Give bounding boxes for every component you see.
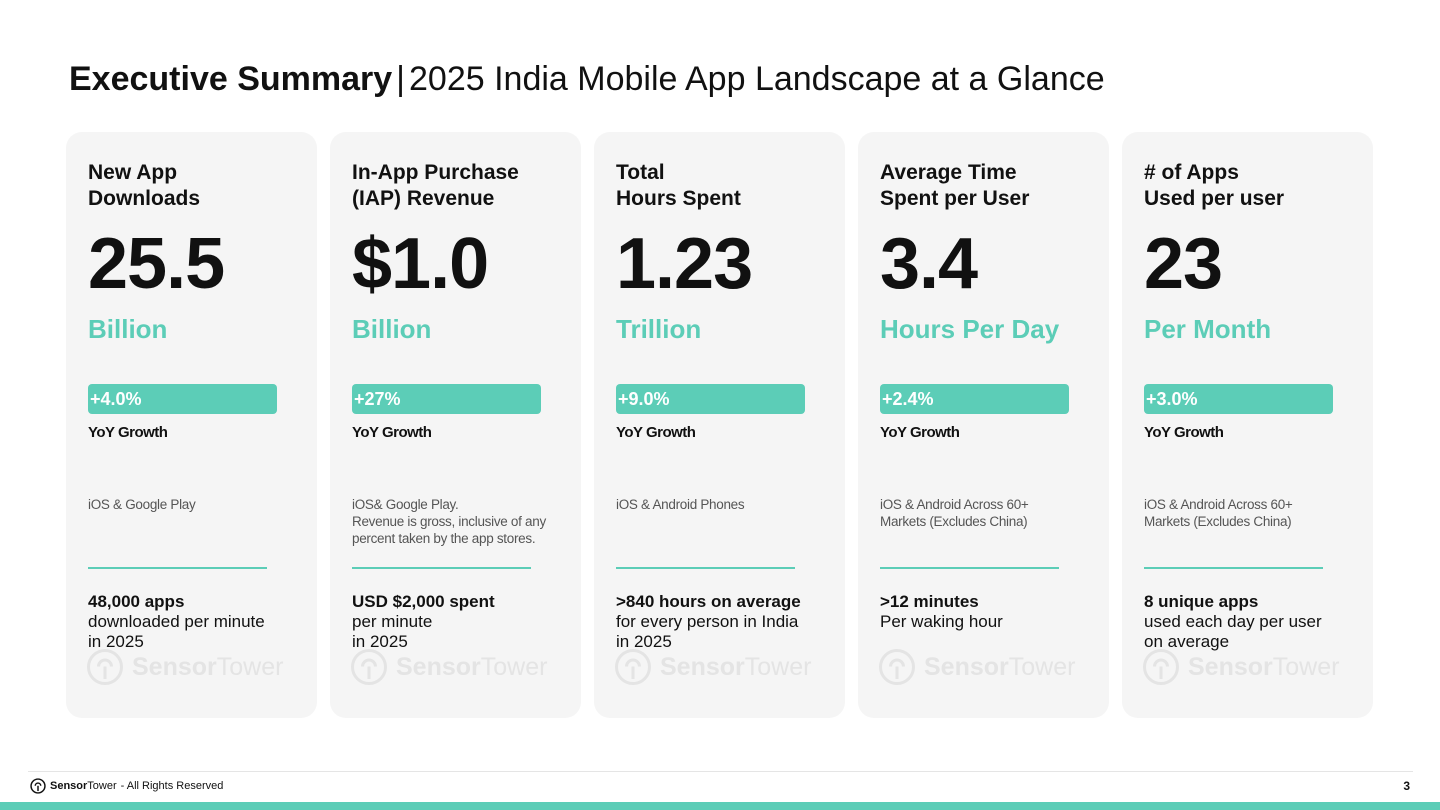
- sensor-tower-logo-icon: [30, 778, 46, 794]
- fact-detail: downloaded per minute in 2025: [88, 612, 265, 651]
- kpi-value: 3.4: [880, 224, 978, 304]
- title-separator: |: [396, 60, 406, 98]
- fact-text: >840 hours on average for every person i…: [616, 592, 831, 652]
- kpi-unit: Trillion: [616, 314, 702, 344]
- growth-label: YoY Growth: [352, 424, 432, 441]
- kpi-card-content: Average Time Spent per User 3.4 Hours Pe…: [880, 160, 1095, 631]
- kpi-value: 25.5: [88, 224, 225, 304]
- fact-highlight: 8 unique apps: [1144, 592, 1259, 611]
- divider: [88, 567, 267, 569]
- bottom-accent-bar: [0, 802, 1440, 810]
- footer: SensorTower - All Rights Reserved: [30, 778, 223, 794]
- footer-brand-bold: Sensor: [50, 780, 88, 792]
- watermark-brand-regular: Tower: [480, 652, 548, 681]
- kpi-value: $1.0: [352, 224, 489, 304]
- fact-detail: used each day per user on average: [1144, 612, 1322, 651]
- kpi-card-title: Average Time Spent per User: [880, 161, 1030, 210]
- fact-highlight: 48,000 apps: [88, 592, 185, 611]
- fact-detail: for every person in India in 2025: [616, 612, 799, 651]
- footer-divider: [28, 771, 1413, 772]
- growth-label: YoY Growth: [1144, 424, 1224, 441]
- source-note: iOS & Android Across 60+ Markets (Exclud…: [1144, 497, 1293, 529]
- footer-rights: - All Rights Reserved: [120, 780, 224, 792]
- source-note: iOS & Android Phones: [616, 497, 745, 512]
- divider: [352, 567, 531, 569]
- page-number: 3: [1403, 779, 1410, 793]
- fact-highlight: USD $2,000 spent: [352, 592, 495, 611]
- watermark-brand-bold: Sensor: [660, 652, 745, 681]
- sensor-tower-logo-icon: [615, 649, 651, 685]
- sensor-tower-watermark: SensorTower: [878, 648, 1075, 686]
- growth-label: YoY Growth: [88, 424, 168, 441]
- watermark-brand-bold: Sensor: [1188, 652, 1273, 681]
- kpi-card-title: New App Downloads: [88, 161, 201, 210]
- sensor-tower-logo-icon: [1143, 649, 1179, 685]
- kpi-card-content: New App Downloads 25.5 Billion +4.0% YoY…: [88, 160, 303, 651]
- kpi-card-time-per-user: Average Time Spent per User 3.4 Hours Pe…: [858, 132, 1109, 718]
- watermark-brand-bold: Sensor: [924, 652, 1009, 681]
- fact-text: USD $2,000 spent per minute in 2025: [352, 592, 567, 652]
- title-bold: Executive Summary: [69, 60, 393, 98]
- kpi-card-content: Total Hours Spent 1.23 Trillion +9.0% Yo…: [616, 160, 831, 651]
- sensor-tower-watermark: SensorTower: [614, 648, 811, 686]
- divider: [616, 567, 795, 569]
- page-title: Executive Summary | 2025 India Mobile App …: [69, 56, 1105, 102]
- footer-brand: SensorTower: [50, 780, 117, 792]
- fact-text: 48,000 apps downloaded per minute in 202…: [88, 592, 303, 652]
- kpi-unit: Per Month: [1144, 314, 1272, 344]
- divider: [1144, 567, 1323, 569]
- kpi-unit: Hours Per Day: [880, 314, 1060, 344]
- kpi-card-title: # of Apps Used per user: [1144, 161, 1285, 210]
- fact-highlight: >12 minutes: [880, 592, 979, 611]
- kpi-card-iap-revenue: In-App Purchase (IAP) Revenue $1.0 Billi…: [330, 132, 581, 718]
- kpi-card-title: Total Hours Spent: [616, 161, 741, 210]
- growth-badge: +3.0%: [1144, 384, 1333, 414]
- title-subtitle: 2025 India Mobile App Landscape at a Gla…: [409, 60, 1105, 98]
- sensor-tower-watermark: SensorTower: [1142, 648, 1339, 686]
- source-note: iOS & Android Across 60+ Markets (Exclud…: [880, 497, 1029, 529]
- kpi-value: 1.23: [616, 224, 753, 304]
- kpi-card-content: # of Apps Used per user 23 Per Month +3.…: [1144, 160, 1359, 651]
- growth-badge: +27%: [352, 384, 541, 414]
- fact-text: 8 unique apps used each day per user on …: [1144, 592, 1359, 652]
- fact-highlight: >840 hours on average: [616, 592, 801, 611]
- kpi-card-hours-spent: Total Hours Spent 1.23 Trillion +9.0% Yo…: [594, 132, 845, 718]
- growth-badge: +2.4%: [880, 384, 1069, 414]
- kpi-cards: New App Downloads 25.5 Billion +4.0% YoY…: [66, 132, 1373, 718]
- kpi-card-content: In-App Purchase (IAP) Revenue $1.0 Billi…: [352, 160, 567, 651]
- kpi-unit: Billion: [352, 314, 432, 344]
- fact-detail: Per waking hour: [880, 612, 1003, 631]
- watermark-brand-regular: Tower: [216, 652, 284, 681]
- kpi-value: 23: [1144, 224, 1223, 304]
- growth-label: YoY Growth: [880, 424, 960, 441]
- growth-badge: +9.0%: [616, 384, 805, 414]
- sensor-tower-logo-icon: [87, 649, 123, 685]
- divider: [880, 567, 1059, 569]
- growth-badge: +4.0%: [88, 384, 277, 414]
- sensor-tower-watermark: SensorTower: [350, 648, 547, 686]
- kpi-card-downloads: New App Downloads 25.5 Billion +4.0% YoY…: [66, 132, 317, 718]
- fact-detail: per minute in 2025: [352, 612, 433, 651]
- watermark-brand-regular: Tower: [1272, 652, 1340, 681]
- sensor-tower-watermark: SensorTower: [86, 648, 283, 686]
- growth-label: YoY Growth: [616, 424, 696, 441]
- watermark-brand-bold: Sensor: [132, 652, 217, 681]
- kpi-card-apps-used: # of Apps Used per user 23 Per Month +3.…: [1122, 132, 1373, 718]
- source-note: iOS& Google Play. Revenue is gross, incl…: [352, 497, 546, 546]
- fact-text: >12 minutes Per waking hour: [880, 592, 1095, 632]
- sensor-tower-logo-icon: [351, 649, 387, 685]
- kpi-card-title: In-App Purchase (IAP) Revenue: [352, 161, 519, 210]
- source-note: iOS & Google Play: [88, 497, 196, 512]
- sensor-tower-logo-icon: [879, 649, 915, 685]
- footer-brand-regular: Tower: [87, 780, 117, 792]
- watermark-brand-regular: Tower: [744, 652, 812, 681]
- kpi-unit: Billion: [88, 314, 168, 344]
- watermark-brand-regular: Tower: [1008, 652, 1076, 681]
- watermark-brand-bold: Sensor: [396, 652, 481, 681]
